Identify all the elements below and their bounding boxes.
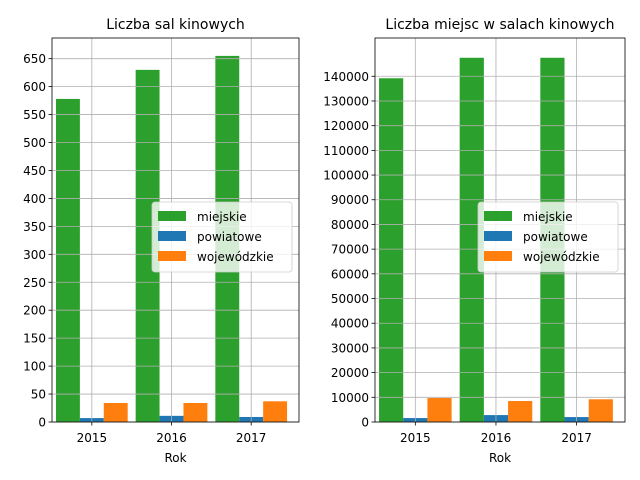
y-tick-label: 250 — [23, 276, 46, 290]
legend-swatch-wojewódzkie — [484, 251, 512, 261]
y-tick-label: 50000 — [331, 292, 369, 306]
y-tick-label: 110000 — [323, 144, 369, 158]
chart-panel-1: 0 50 100 150 200 250 300 350 400 450 500 550 600 650 2… — [23, 17, 300, 465]
y-tick-label: 100000 — [323, 169, 369, 183]
y-tick-label: 120000 — [323, 119, 369, 133]
legend: miejskie powiatowe wojewódzkie — [477, 201, 619, 273]
chart-panel-2: 0 10000 20000 30000 40000 50000 60000 70000 8000… — [323, 17, 626, 465]
y-tick-label: 90000 — [331, 193, 369, 207]
y-tick-label: 10000 — [331, 391, 369, 405]
chart-title: Liczba miejsc w salach kinowych — [385, 17, 614, 33]
x-tick-label: 2015 — [77, 431, 108, 445]
bar-wojewódzkie-2016 — [508, 401, 533, 422]
x-axis-label: Rok — [164, 451, 186, 465]
x-axis-label: Rok — [489, 451, 511, 465]
legend-swatch-powiatowe — [158, 231, 186, 241]
legend-label-miejskie: miejskie — [523, 210, 573, 224]
bar-miejskie-2016 — [135, 69, 160, 422]
x-tick-label: 2016 — [156, 431, 187, 445]
legend-box — [151, 201, 293, 273]
bar-wojewódzkie-2015 — [427, 398, 452, 422]
bar-miejskie-2015 — [379, 78, 404, 423]
legend-box — [477, 201, 619, 273]
x-tick-label: 2016 — [481, 431, 512, 445]
y-tick-label: 0 — [361, 416, 369, 430]
legend-label-wojewódzkie: wojewódzkie — [197, 250, 274, 264]
y-tick-label: 20000 — [331, 366, 369, 380]
bar-wojewódzkie-2015 — [103, 402, 128, 422]
y-tick-label: 300 — [23, 248, 46, 262]
y-tick-label: 50 — [31, 388, 46, 402]
y-tick-label: 40000 — [331, 317, 369, 331]
y-tick-label: 0 — [38, 416, 46, 430]
legend-label-powiatowe: powiatowe — [197, 230, 262, 244]
legend-label-miejskie: miejskie — [197, 210, 247, 224]
bar-miejskie-2015 — [55, 98, 80, 422]
x-tick-label: 2017 — [561, 431, 592, 445]
y-tick-label: 150 — [23, 332, 46, 346]
x-tick-label: 2015 — [400, 431, 431, 445]
plot-frame — [374, 37, 626, 423]
y-tick-label: 200 — [23, 304, 46, 318]
legend-swatch-miejskie — [484, 211, 512, 221]
bar-wojewódzkie-2017 — [588, 399, 613, 422]
bar-wojewódzkie-2017 — [263, 401, 288, 422]
plot-frame — [51, 37, 300, 423]
y-tick-label: 400 — [23, 192, 46, 206]
bar-wojewódzkie-2016 — [183, 402, 208, 422]
y-tick-label: 450 — [23, 164, 46, 178]
legend-label-wojewódzkie: wojewódzkie — [523, 250, 600, 264]
y-tick-label: 70000 — [331, 243, 369, 257]
y-tick-label: 80000 — [331, 218, 369, 232]
legend-swatch-powiatowe — [484, 231, 512, 241]
y-tick-label: 350 — [23, 220, 46, 234]
y-tick-label: 550 — [23, 108, 46, 122]
y-tick-label: 100 — [23, 360, 46, 374]
y-tick-label: 650 — [23, 52, 46, 66]
y-tick-label: 140000 — [323, 70, 369, 84]
legend: miejskie powiatowe wojewódzkie — [151, 201, 293, 273]
y-tick-label: 130000 — [323, 94, 369, 108]
y-tick-label: 600 — [23, 80, 46, 94]
x-tick-label: 2017 — [236, 431, 267, 445]
legend-label-powiatowe: powiatowe — [523, 230, 588, 244]
y-tick-label: 500 — [23, 136, 46, 150]
y-tick-label: 60000 — [331, 267, 369, 281]
y-tick-label: 30000 — [331, 341, 369, 355]
legend-swatch-wojewódzkie — [158, 251, 186, 261]
legend-swatch-miejskie — [158, 211, 186, 221]
chart-title: Liczba sal kinowych — [106, 17, 245, 33]
